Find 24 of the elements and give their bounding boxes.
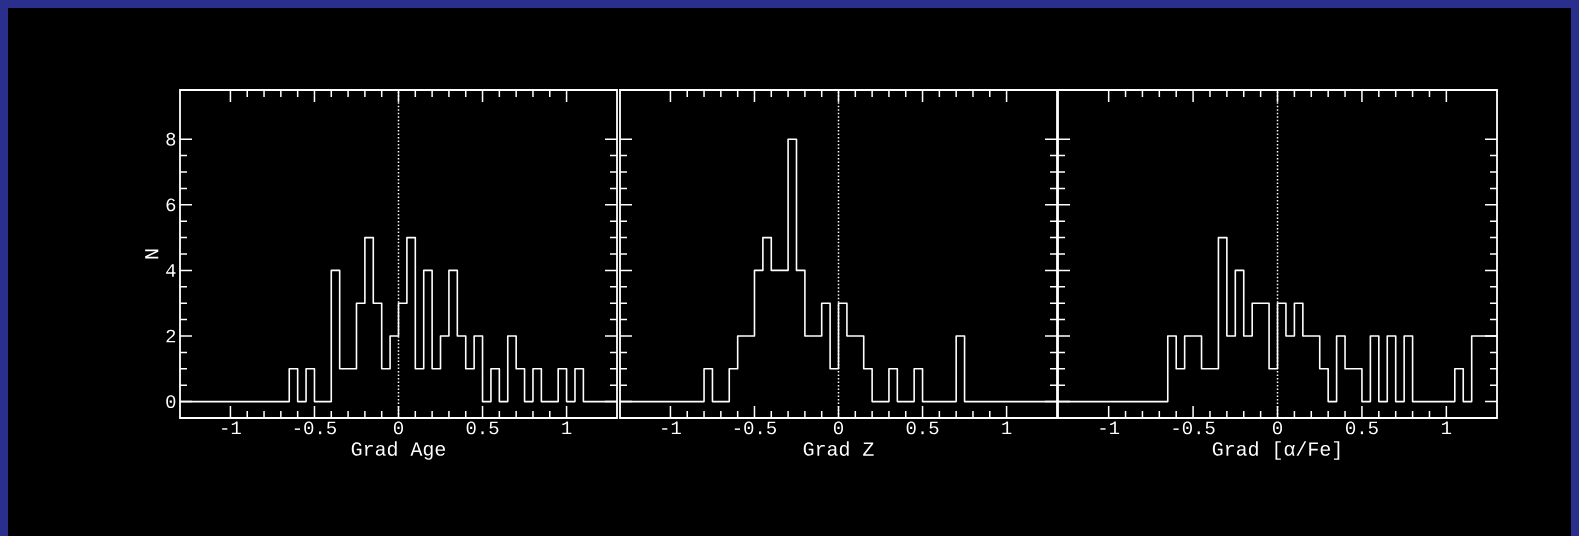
x-tick-label: 0.5 — [1346, 421, 1378, 435]
x-tick-label: 1 — [1442, 421, 1452, 434]
y-axis-title: N — [145, 249, 159, 259]
y-tick-label: 2 — [166, 329, 176, 343]
x-tick-label: 0 — [833, 421, 844, 435]
y-tick-label: 0 — [166, 395, 176, 409]
x-axis-title: Grad Age — [351, 441, 445, 460]
x-axis-title: Grad Z — [803, 441, 874, 456]
x-tick-label: 1 — [1002, 421, 1012, 434]
x-tick-label: 0 — [1272, 421, 1283, 435]
x-tick-label: -0.5 — [294, 421, 336, 435]
x-tick-label: -0.5 — [1173, 421, 1215, 435]
y-tick-label: 4 — [166, 264, 176, 277]
y-tick-label: 8 — [166, 132, 176, 146]
x-tick-label: 1 — [562, 421, 572, 434]
x-axis-title: Grad [α/Fe] — [1212, 441, 1340, 460]
x-tick-label: 0.5 — [906, 421, 939, 435]
y-tick-label: 6 — [166, 198, 176, 212]
x-tick-label: 0.5 — [466, 421, 499, 435]
x-tick-label: -1 — [222, 421, 241, 434]
x-tick-label: -0.5 — [734, 421, 776, 435]
x-tick-label: 0 — [393, 421, 404, 435]
x-tick-label: -1 — [662, 421, 681, 434]
x-tick-label: -1 — [1100, 421, 1120, 434]
